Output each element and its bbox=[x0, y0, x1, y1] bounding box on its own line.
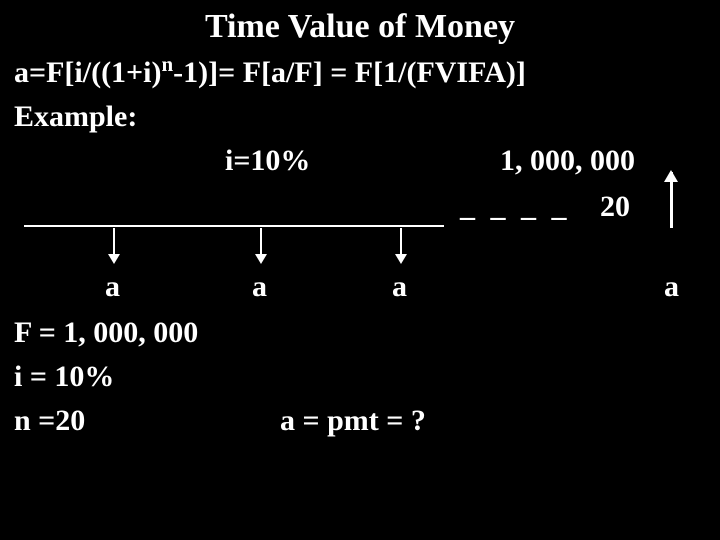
question-pmt: a = pmt = ? bbox=[280, 404, 426, 438]
interest-rate-label: i=10% bbox=[225, 144, 310, 178]
timeline-arrow-1 bbox=[113, 228, 115, 262]
timeline-arrow-3 bbox=[400, 228, 402, 262]
formula-rhs: -1)]= F[a/F] = F[1/(FVIFA)] bbox=[173, 56, 526, 89]
slide: Time Value of Money a=F[i/((1+i)n-1)]= F… bbox=[0, 0, 720, 540]
formula-superscript: n bbox=[161, 52, 173, 76]
given-n: n =20 bbox=[14, 404, 85, 438]
payment-label-2: a bbox=[252, 270, 267, 304]
payment-label-1: a bbox=[105, 270, 120, 304]
payment-label-3: a bbox=[392, 270, 407, 304]
future-value-label: 1, 000, 000 bbox=[500, 144, 635, 178]
given-i: i = 10% bbox=[14, 360, 114, 394]
slide-title: Time Value of Money bbox=[0, 8, 720, 46]
annuity-formula: a=F[i/((1+i)n-1)]= F[a/F] = F[1/(FVIFA)] bbox=[14, 56, 526, 90]
timeline-arrow-2 bbox=[260, 228, 262, 262]
period-count-label: 20 bbox=[600, 190, 630, 224]
timeline-up-arrow bbox=[670, 172, 673, 228]
formula-lhs: a=F[i/((1+i) bbox=[14, 56, 161, 89]
timeline-continuation-dashes: _ _ _ _ bbox=[460, 190, 571, 224]
timeline-axis bbox=[24, 225, 444, 227]
payment-label-n: a bbox=[664, 270, 679, 304]
example-label: Example: bbox=[14, 100, 137, 134]
given-F: F = 1, 000, 000 bbox=[14, 316, 198, 350]
